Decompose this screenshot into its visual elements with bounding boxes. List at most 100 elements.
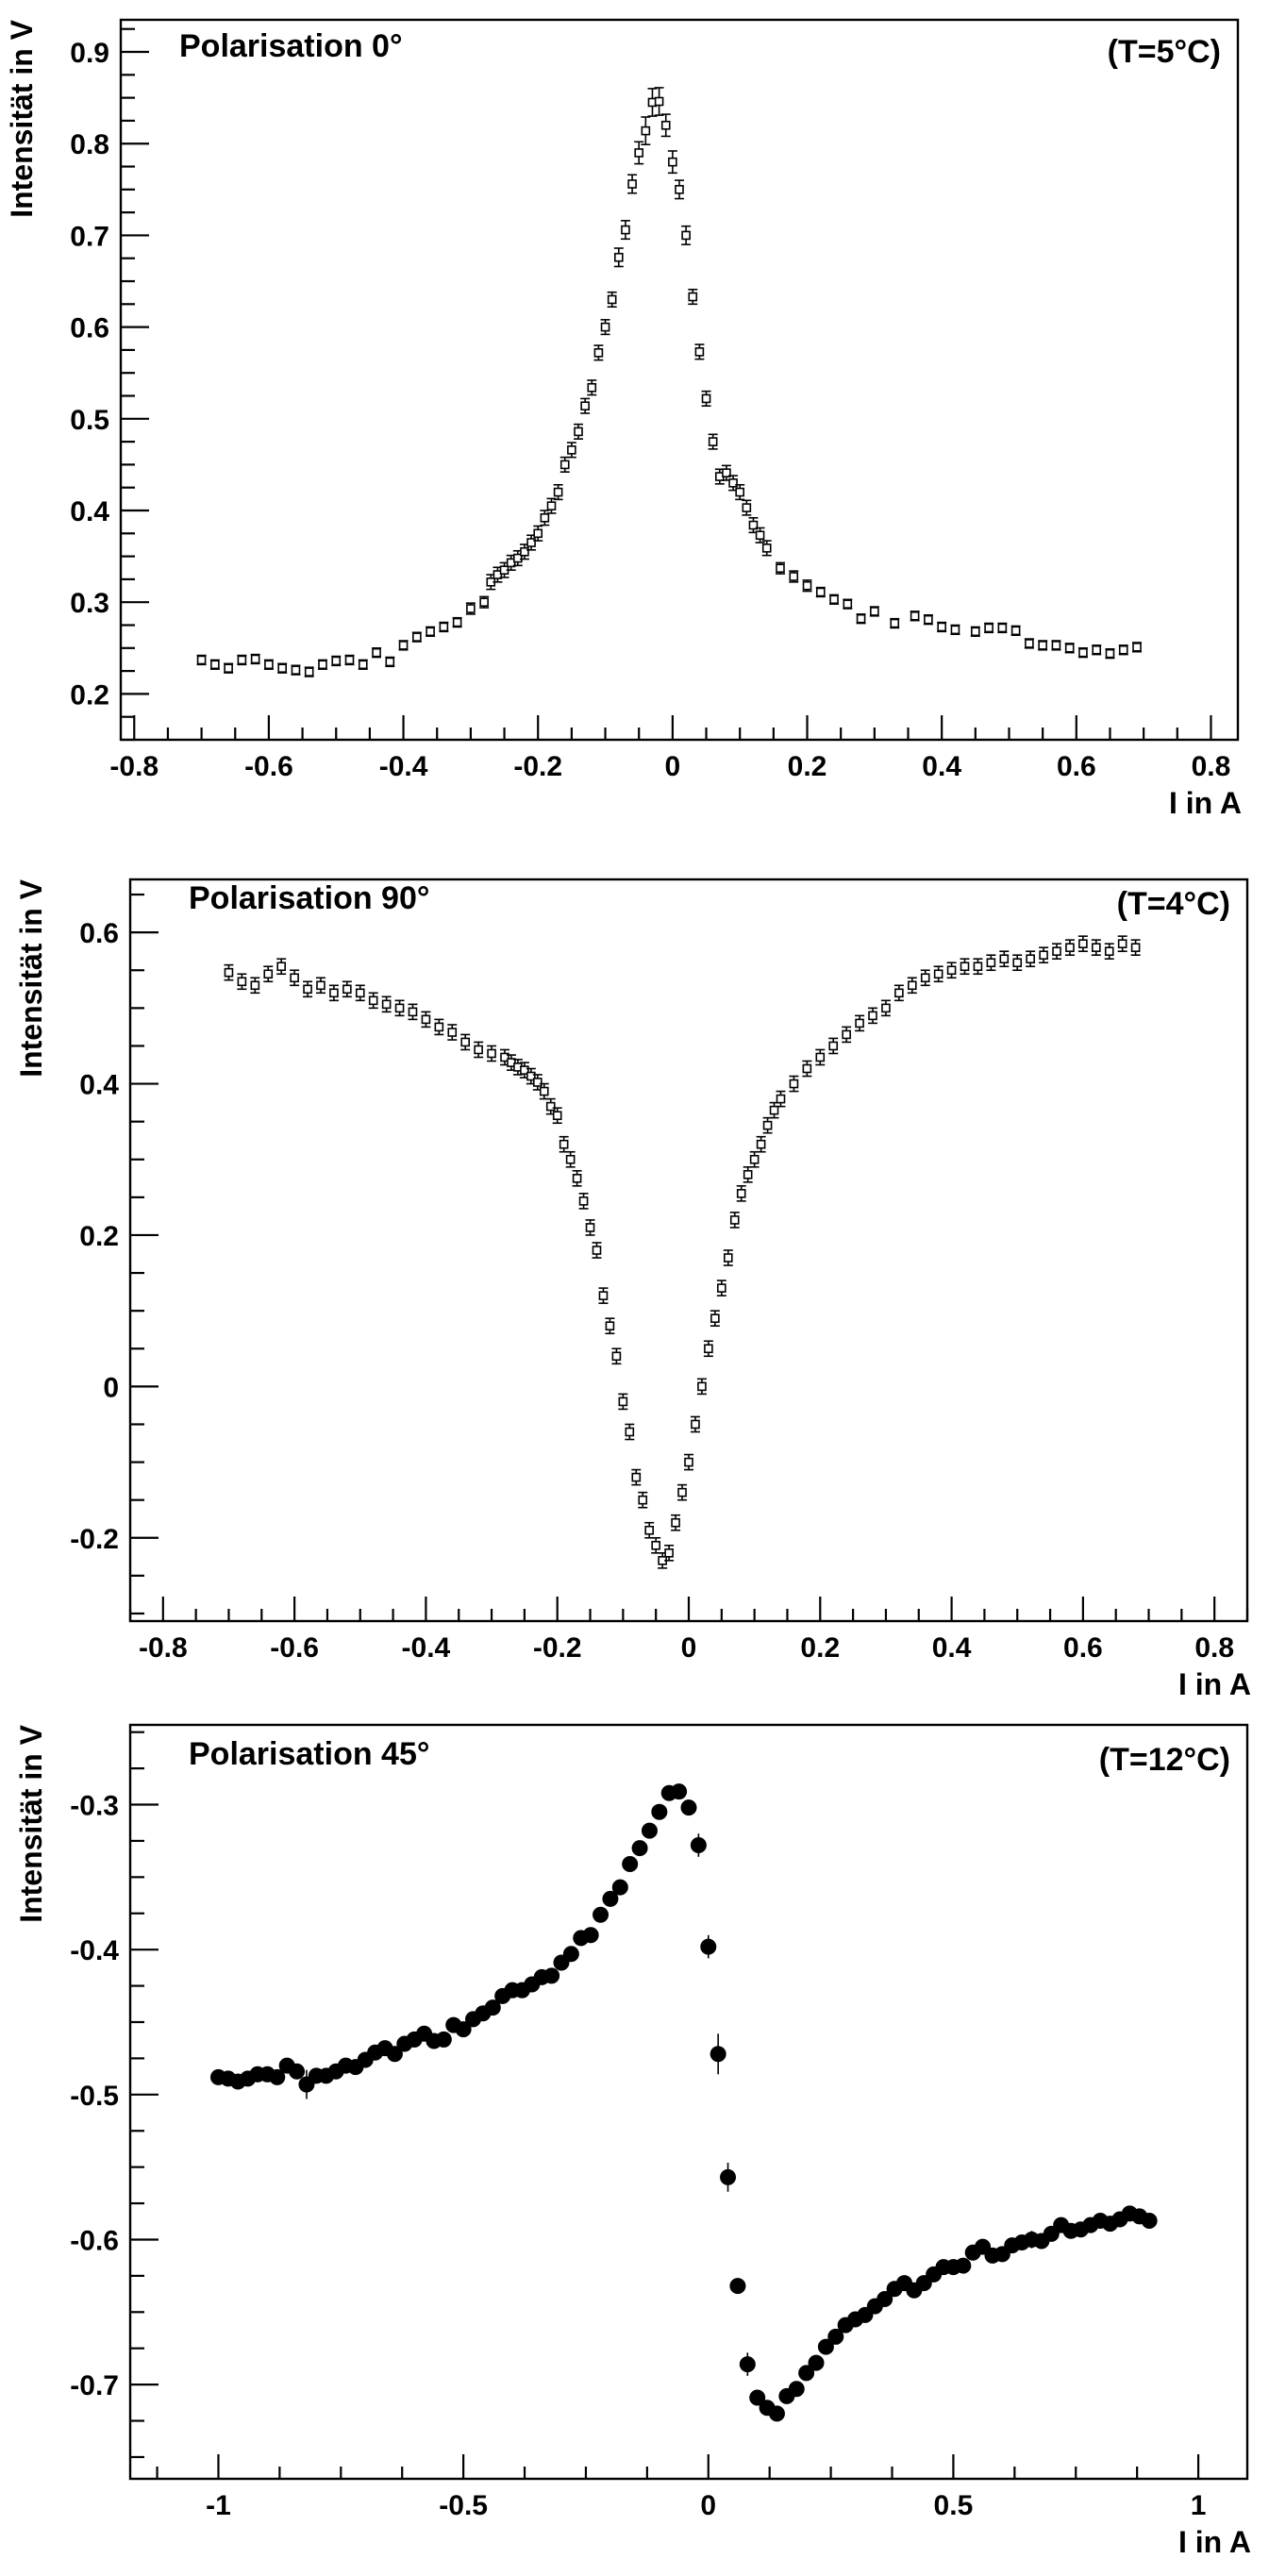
marker — [697, 1381, 707, 1392]
data-point — [602, 1890, 619, 1907]
marker — [250, 654, 260, 664]
data-point — [303, 980, 313, 998]
data-point — [1130, 939, 1141, 957]
data-point — [620, 220, 630, 241]
marker — [572, 1174, 582, 1183]
marker — [710, 1313, 720, 1323]
data-point — [768, 2405, 785, 2422]
marker — [842, 1029, 851, 1040]
marker — [769, 1105, 779, 1115]
marker — [479, 597, 489, 608]
marker — [681, 230, 691, 241]
marker — [439, 622, 449, 632]
marker — [507, 1058, 516, 1067]
data-point — [675, 179, 684, 200]
marker — [421, 1014, 431, 1025]
data-point — [607, 291, 617, 309]
marker — [1051, 641, 1061, 650]
x-tick-label: 0 — [665, 751, 681, 782]
marker — [578, 1196, 589, 1206]
data-point — [681, 225, 692, 245]
marker — [559, 1139, 569, 1149]
data-point — [667, 150, 677, 175]
data-point — [955, 2257, 972, 2274]
data-point — [543, 1967, 560, 1984]
marker — [1039, 950, 1048, 961]
data-point — [651, 1536, 661, 1554]
marker — [843, 599, 853, 609]
data-point — [742, 499, 752, 516]
marker — [196, 655, 207, 665]
data-point — [460, 1033, 471, 1051]
marker — [631, 1840, 648, 1857]
data-point — [1010, 625, 1021, 636]
marker — [729, 1215, 740, 1225]
marker — [999, 954, 1010, 964]
data-point — [566, 442, 576, 459]
marker — [997, 623, 1008, 633]
marker — [605, 1321, 615, 1331]
y-tick-label: 0.4 — [79, 1070, 119, 1101]
x-tick-label: 0.2 — [788, 751, 827, 782]
marker — [708, 437, 718, 446]
marker — [1104, 946, 1114, 956]
marker — [355, 988, 365, 998]
data-point — [1038, 640, 1048, 651]
marker — [368, 995, 378, 1006]
marker — [654, 96, 664, 107]
marker — [398, 641, 409, 650]
y-tick-label: -0.4 — [70, 1935, 119, 1966]
data-point — [421, 1011, 431, 1029]
marker — [1141, 2212, 1158, 2229]
data-point — [842, 1026, 852, 1044]
data-point — [328, 984, 339, 1002]
marker — [618, 1397, 628, 1407]
data-point — [638, 1491, 648, 1509]
marker — [701, 393, 711, 404]
marker — [607, 294, 617, 305]
marker — [385, 657, 395, 667]
x-tick-label: -0.8 — [109, 751, 159, 782]
data-point — [1051, 640, 1061, 651]
marker — [344, 655, 355, 665]
x-tick-label: -1 — [206, 2490, 231, 2521]
data-point — [933, 965, 943, 983]
marker — [1012, 958, 1023, 968]
data-point — [317, 659, 327, 670]
data-point — [224, 963, 234, 981]
marker — [890, 618, 900, 628]
y-tick-label: -0.2 — [70, 1524, 119, 1555]
x-tick-label: -0.4 — [379, 751, 428, 782]
panel-title: Polarisation 0° — [179, 28, 403, 64]
marker — [644, 1525, 655, 1535]
data-point — [671, 1783, 688, 1800]
data-point — [710, 2033, 726, 2075]
marker — [474, 1045, 483, 1055]
marker — [316, 980, 326, 991]
data-point — [1105, 647, 1115, 660]
marker — [493, 570, 503, 579]
marker — [680, 1799, 697, 1816]
data-point — [736, 1185, 746, 1202]
data-point — [868, 1007, 878, 1025]
marker — [592, 1246, 602, 1255]
data-point — [723, 1249, 733, 1266]
data-point — [1024, 638, 1034, 649]
marker — [984, 623, 993, 633]
data-point — [755, 527, 765, 544]
marker — [277, 663, 287, 673]
data-point — [580, 397, 591, 414]
marker — [543, 1967, 560, 1984]
data-point — [827, 2328, 844, 2345]
marker — [960, 962, 970, 972]
data-point — [950, 624, 960, 636]
marker — [1010, 626, 1021, 636]
marker — [789, 572, 799, 581]
data-point — [694, 343, 705, 360]
marker — [552, 1111, 562, 1121]
data-point — [696, 1378, 707, 1396]
marker — [622, 1856, 639, 1873]
data-point — [660, 113, 671, 138]
chart-panel-2: -0.8 -0.6 -0.4 -0.2 0 0.2 0.4 0.6 0.8 -0.2 0 0.2 0.4… — [14, 878, 1251, 1701]
